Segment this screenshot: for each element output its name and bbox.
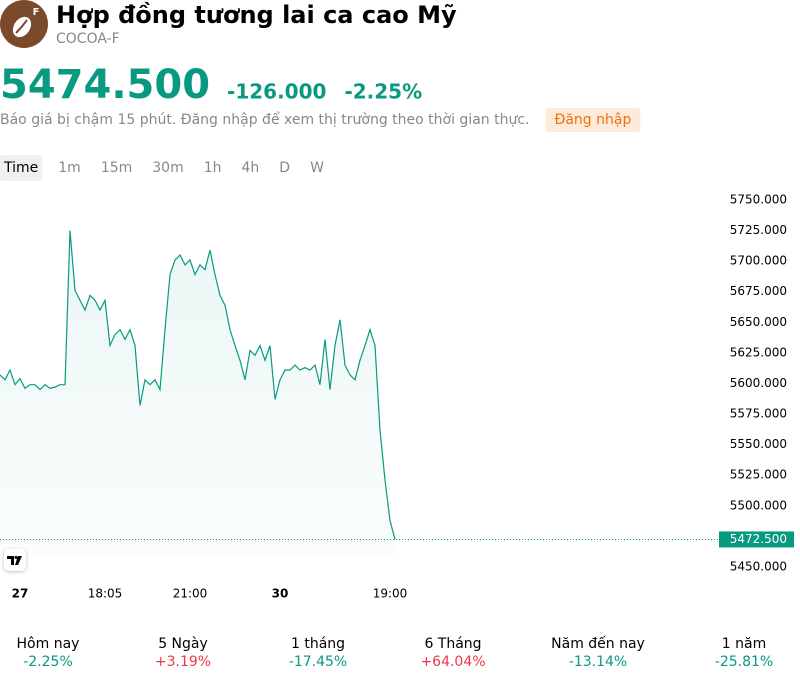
x-tick-label: 30: [272, 587, 289, 601]
login-button-label[interactable]: Đăng nhập: [554, 112, 631, 128]
y-tick-label: 5525.000: [730, 468, 787, 482]
delay-notice: Báo giá bị chậm 15 phút. Đăng nhập để xe…: [0, 111, 529, 128]
performance-label[interactable]: 6 Tháng: [424, 636, 481, 652]
y-tick-label: 5575.000: [730, 407, 787, 421]
change-percent: -2.25%: [344, 80, 422, 104]
performance-label[interactable]: 5 Ngày: [158, 636, 208, 652]
timeframe-tab[interactable]: 1h: [204, 160, 222, 176]
timeframe-tab[interactable]: W: [310, 160, 324, 176]
performance-value[interactable]: +3.19%: [155, 654, 211, 670]
performance-value[interactable]: +64.04%: [420, 654, 485, 670]
x-tick-label: 18:05: [88, 587, 123, 601]
performance-value[interactable]: -2.25%: [23, 654, 73, 670]
y-tick-label: 5650.000: [730, 315, 787, 329]
y-tick-label: 5550.000: [730, 437, 787, 451]
icon-badge: F: [33, 7, 40, 18]
timeframe-tab[interactable]: 15m: [101, 160, 132, 176]
y-tick-label: 5450.000: [730, 559, 787, 573]
performance-label[interactable]: Năm đến nay: [551, 635, 645, 652]
y-tick-label: 5725.000: [730, 223, 787, 237]
login-button[interactable]: [545, 108, 641, 132]
timeframe-tab[interactable]: Time: [3, 160, 38, 176]
x-tick-label: 21:00: [173, 587, 208, 601]
price: 5474.500: [0, 62, 210, 108]
x-tick-label: 19:00: [373, 587, 408, 601]
timeframe-tab[interactable]: 1m: [58, 160, 81, 176]
performance-label[interactable]: 1 năm: [722, 636, 766, 652]
y-tick-label: 5675.000: [730, 284, 787, 298]
symbol: COCOA-F: [56, 31, 120, 47]
timeframe-selected-bg[interactable]: [0, 155, 43, 181]
tv-logo: [4, 549, 26, 571]
area: [0, 230, 395, 555]
price-line: [0, 230, 396, 540]
performance-label[interactable]: 1 tháng: [291, 636, 345, 652]
timeframe-tab[interactable]: 4h: [242, 160, 260, 176]
timeframe-tab[interactable]: D: [279, 160, 290, 176]
y-tick-label: 5600.000: [730, 376, 787, 390]
performance-value[interactable]: -13.14%: [569, 654, 627, 670]
y-tick-label: 5700.000: [730, 254, 787, 268]
last-price-label: 5472.500: [730, 532, 787, 546]
bean-line: [15, 19, 28, 34]
change: -126.000: [227, 80, 326, 104]
title: Hợp đồng tương lai ca cao Mỹ: [56, 1, 457, 29]
y-tick-label: 5625.000: [730, 345, 787, 359]
x-tick-label: 27: [12, 587, 29, 601]
performance-label[interactable]: Hôm nay: [17, 636, 80, 652]
performance-value[interactable]: -25.81%: [715, 654, 773, 670]
y-tick-label: 5750.000: [730, 192, 787, 206]
timeframe-tab[interactable]: 30m: [152, 160, 183, 176]
performance-value[interactable]: -17.45%: [289, 654, 347, 670]
y-tick-label: 5500.000: [730, 498, 787, 512]
last-price-badge: [719, 531, 794, 548]
